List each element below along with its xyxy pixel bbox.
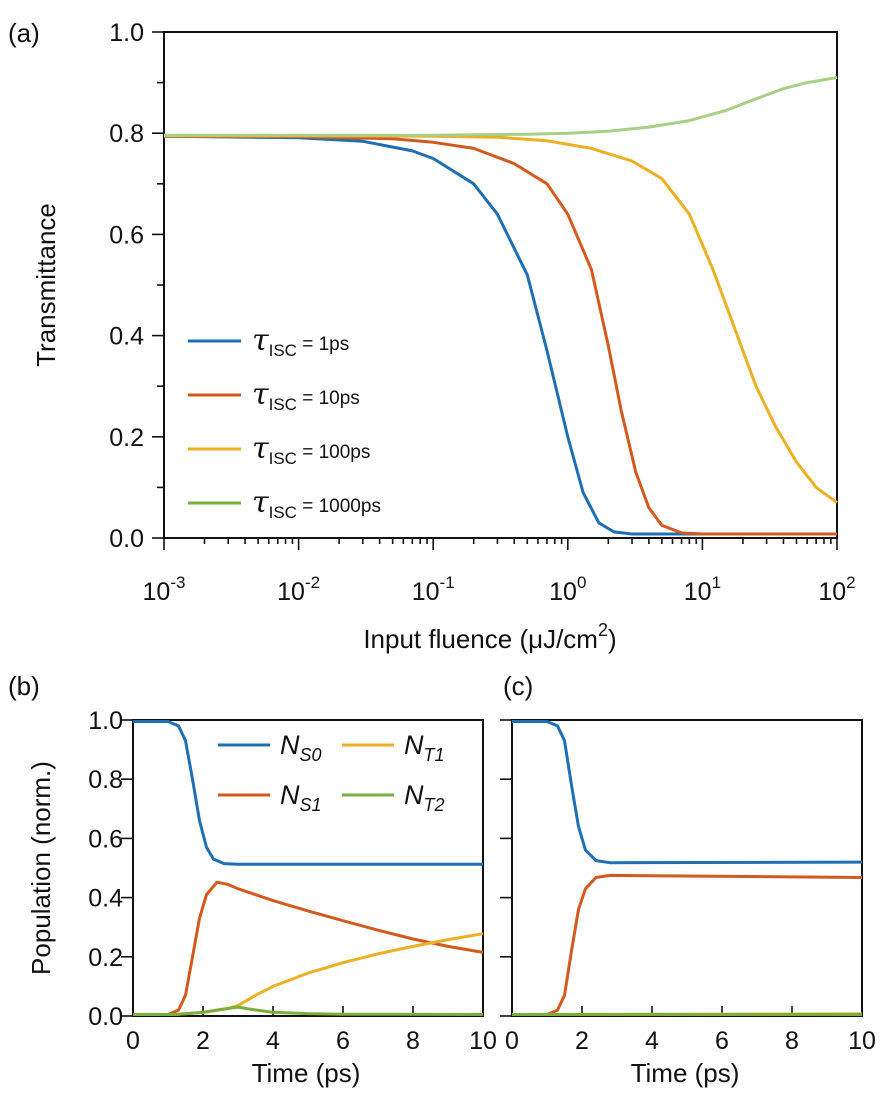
panel-a-ytick-label: 0.0 [109,525,144,553]
panel-b-ytick-label: 1.0 [88,707,123,735]
panel-b-legend-entry-3: NT1 [404,730,445,765]
panel-a-y-axis: 0.0 0.2 0.4 0.6 0.8 1.0 [109,19,164,553]
panel-a-xlabel-sup: 2 [598,620,608,640]
panel-b-legend-entry-4: NT2 [404,780,445,815]
panel-a-legend-entry-3: τISC = 100ps [252,431,370,468]
panel-c-xtick-label: 0 [505,1027,519,1055]
panel-a-series-line-1 [163,134,837,536]
panel-a: (a) 0.00.20.40.60.81.0 10-3 10-2 10-1 100 10… [8,18,856,654]
panel-b-ytick-label: 0.6 [88,825,123,853]
panel-b-xtick-label: 6 [336,1027,350,1055]
panel-a-ytick-label: 0.6 [109,221,144,249]
panel-b-series [133,720,484,1016]
panel-b-ytick-label: 0.8 [88,766,123,794]
panel-c: (c) 0 2 4 6 8 10 Time (ps) [500,671,876,1088]
panel-a-x-axis: 10-3 10-2 10-1 100 101 102 [143,538,856,606]
panel-a-ytick-label: 0.4 [109,323,144,351]
panel-a-ylabel: Transmittance [31,203,61,367]
panel-b-xtick-label: 8 [406,1027,420,1055]
panel-b-legend-entry-2: NS1 [280,780,322,815]
panel-a-xlabel-close: ) [608,624,617,654]
panel-b-xtick-label: 0 [126,1027,140,1055]
panel-b-series-line-1 [133,720,483,866]
panel-b-y-axis: 0.0 0.2 0.4 0.6 0.8 1.0 [88,707,133,1031]
panel-b-xtick-label: 10 [469,1027,497,1055]
panel-a-series-line-3 [164,134,838,504]
panel-c-x-axis: 0 2 4 6 8 10 [505,1006,876,1055]
panel-b-ytick-label: 0.4 [88,885,123,913]
panel-c-frame [511,719,863,1017]
panel-a-xtick-label: 101 [684,573,721,606]
panel-c-xtick-label: 2 [575,1027,589,1055]
panel-b: (b) 0.0 0.2 0.4 0.6 0.8 1.0 0 2 4 6 8 10 Populatio… [8,671,497,1088]
panel-a-ytick-label: 0.8 [109,120,144,148]
panel-c-label: (c) [503,671,533,701]
panel-a-ytick-label: 1.0 [109,19,144,47]
panel-a-legend-entry-2: τISC = 10ps [252,377,360,414]
panel-c-xtick-label: 10 [848,1027,876,1055]
panel-c-series-line-2 [512,873,863,1016]
panel-a-label: (a) [8,18,40,48]
panel-b-ylabel: Population (norm.) [26,761,56,975]
panel-a-xtick-label: 102 [818,573,855,606]
panel-b-xtick-label: 2 [196,1027,210,1055]
panel-b-series-line-2 [133,880,484,1016]
panel-b-ytick-label: 0.2 [88,944,123,972]
panel-a-xtick-label: 10-1 [412,573,455,606]
panel-b-label: (b) [8,671,40,701]
panel-b-legend-entry-1: NS0 [280,730,322,765]
panel-b-series-line-4 [133,1005,484,1016]
panel-b-xlabel: Time (ps) [252,1058,361,1088]
panel-a-xtick-label: 10-3 [143,573,186,606]
panel-b-frame [132,719,484,1017]
panel-c-y-axis [500,719,512,1017]
panel-c-xtick-label: 8 [785,1027,799,1055]
panel-c-xtick-label: 6 [715,1027,729,1055]
panel-a-series-line-2 [163,134,837,536]
panel-a-ytick-label: 0.2 [109,424,144,452]
panel-c-xtick-label: 4 [645,1027,659,1055]
panel-b-legend: NS0 NS1 NT1 NT2 [218,730,445,815]
panel-c-xlabel: Time (ps) [631,1058,740,1088]
panel-a-legend-entry-4: τISC = 1000ps [252,485,381,522]
panel-a-series-line-4 [164,76,838,137]
panel-b-xtick-label: 4 [266,1027,280,1055]
panel-a-xlabel-main: Input fluence (μJ/cm [363,624,598,654]
panel-a-series [163,76,838,536]
panel-a-xlabel: Input fluence (μJ/cm2) [363,620,616,654]
panel-a-xtick-label: 10-2 [277,573,320,606]
panel-b-ytick-label: 0.0 [88,1003,123,1031]
panel-a-legend: τISC = 1ps τISC = 10ps τISC = 100ps τISC = … [188,323,381,522]
panel-b-series-line-3 [133,932,484,1016]
panel-a-legend-entry-1: τISC = 1ps [252,323,349,360]
panel-a-xtick-label: 100 [549,573,586,606]
panel-c-series-line-1 [512,720,863,865]
panel-c-series [511,720,863,1016]
